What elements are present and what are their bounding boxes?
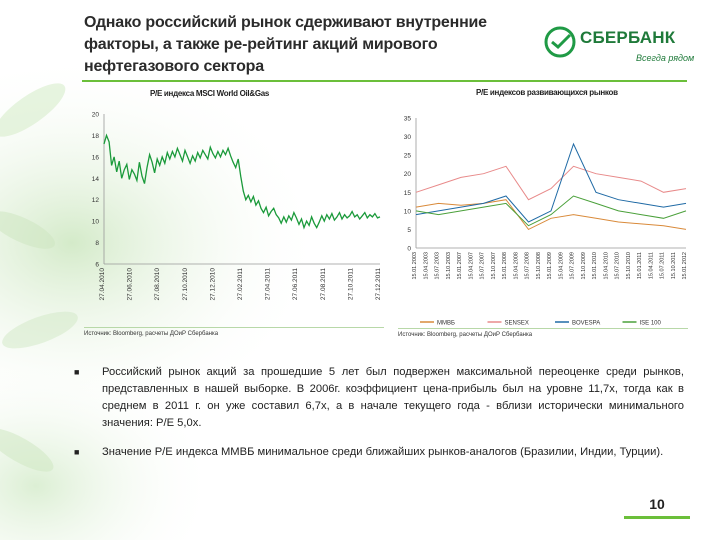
bullet-text: Значение P/E индекса ММВБ минимальное ср… — [102, 446, 664, 458]
legend-label: ISE 100 — [640, 321, 662, 327]
x-tick-label: 15.01.2003 — [412, 252, 418, 280]
legend-label: BOVESPA — [572, 321, 600, 327]
x-tick-label: 15.07.2007 — [480, 252, 486, 280]
x-tick-label: 15.01.2008 — [502, 252, 508, 280]
series-line — [415, 195, 687, 227]
sberbank-logo: СБЕРБАНК Всегда рядом — [544, 26, 704, 72]
x-tick-label: 15.10.2003 — [446, 252, 452, 280]
x-tick-label: 27.08.2011 — [320, 268, 327, 300]
chart-left: 6 8 10 12 14 16 18 20 27.04.2010 27.06.2010 27.08.… — [92, 112, 382, 301]
x-tick-label: 15.10.2008 — [536, 252, 542, 280]
x-tick-label: 15.07.2008 — [525, 252, 531, 280]
y-tick-label: 25 — [404, 153, 412, 160]
x-tick-label: 15.10.2011 — [671, 252, 677, 279]
y-tick-label: 18 — [92, 133, 100, 140]
bullet-text: Российский рынок акций за прошедшие 5 ле… — [102, 366, 684, 429]
series-line — [415, 165, 687, 201]
x-tick-label: 27.08.2010 — [154, 268, 161, 301]
chart-right-source: Источник: Bloomberg, расчеты ДОиР Сберба… — [398, 332, 533, 338]
x-tick-label: 27.04.2010 — [99, 268, 106, 301]
y-tick-label: 35 — [404, 116, 412, 123]
chart-right: 0 5 10 15 20 25 30 35 15.01.2003 15.04.2003 15.07.… — [404, 116, 688, 327]
sberbank-logo-icon — [544, 26, 576, 58]
y-tick-label: 15 — [404, 190, 412, 197]
series-line — [415, 142, 687, 223]
logo-name: СБЕРБАНК — [580, 28, 676, 47]
y-tick-label: 6 — [95, 262, 99, 269]
chart-right-title: P/E индексов развивающихся рынков — [476, 88, 618, 97]
x-tick-label: 27.10.2010 — [182, 268, 189, 301]
y-tick-label: 20 — [92, 112, 100, 119]
y-tick-label: 10 — [404, 208, 412, 215]
x-tick-label: 15.01.2012 — [682, 252, 688, 280]
chart-left-title: P/E индекса MSCI World Oil&Gas — [150, 89, 270, 98]
bullet-item: ■ Российский рынок акций за прошедшие 5 … — [74, 364, 684, 432]
x-tick-label: 27.02.2011 — [237, 268, 244, 300]
page-number: 10 — [649, 496, 665, 512]
series-line — [415, 199, 687, 231]
y-tick-label: 30 — [404, 134, 412, 141]
y-tick-label: 12 — [92, 197, 100, 204]
x-tick-label: 15.07.2009 — [570, 252, 576, 280]
x-tick-label: 15.04.2010 — [603, 252, 609, 280]
x-tick-label: 27.04.2011 — [265, 268, 272, 300]
logo-slogan: Всегда рядом — [636, 53, 695, 63]
x-tick-label: 15.07.2010 — [615, 252, 621, 280]
y-tick-label: 8 — [95, 240, 99, 247]
x-tick-label: 27.12.2011 — [375, 268, 382, 300]
x-tick-label: 15.01.2009 — [547, 252, 553, 280]
legend-label: SENSEX — [505, 321, 529, 327]
x-tick-label: 15.01.2011 — [637, 252, 643, 279]
x-tick-label: 27.10.2011 — [347, 268, 354, 300]
x-tick-label: 15.04.2008 — [513, 252, 519, 280]
series-line — [103, 133, 381, 230]
header-divider — [82, 80, 687, 82]
y-tick-label: 16 — [92, 154, 100, 161]
x-tick-label: 15.07.2003 — [435, 252, 441, 280]
bullet-marker: ■ — [74, 447, 80, 457]
x-tick-label: 15.10.2010 — [626, 252, 632, 280]
x-tick-label: 27.06.2011 — [292, 268, 299, 300]
slide-title: Однако российский рынок сдерживают внутр… — [84, 14, 487, 75]
chart-left-underline — [84, 327, 384, 328]
legend-label: ММВБ — [437, 321, 455, 327]
x-tick-label: 15.07.2011 — [660, 252, 666, 279]
x-tick-label: 15.01.2010 — [592, 252, 598, 280]
chart-right-underline — [398, 328, 688, 329]
x-tick-label: 15.04.2003 — [423, 252, 429, 280]
y-tick-label: 0 — [407, 246, 411, 253]
y-tick-label: 10 — [92, 219, 100, 226]
y-tick-label: 5 — [407, 227, 411, 234]
x-tick-label: 15.10.2007 — [491, 252, 497, 280]
bullet-list: ■ Российский рынок акций за прошедшие 5 … — [74, 364, 684, 473]
x-tick-label: 27.06.2010 — [127, 268, 134, 301]
chart-left-source: Источник: Bloomberg, расчеты ДОиР Сберба… — [84, 331, 219, 337]
bullet-item: ■ Значение P/E индекса ММВБ минимальное … — [74, 444, 684, 461]
x-tick-label: 15.01.2007 — [457, 252, 463, 280]
page-number-underline — [624, 516, 690, 519]
y-tick-label: 14 — [92, 176, 100, 183]
x-tick-label: 15.04.2011 — [648, 252, 654, 279]
x-tick-label: 15.04.2007 — [468, 252, 474, 280]
x-tick-label: 27.12.2010 — [209, 268, 216, 301]
bullet-marker: ■ — [74, 367, 80, 377]
x-tick-label: 15.10.2009 — [581, 252, 587, 280]
y-tick-label: 20 — [404, 171, 412, 178]
x-tick-label: 15.04.2009 — [558, 252, 564, 280]
